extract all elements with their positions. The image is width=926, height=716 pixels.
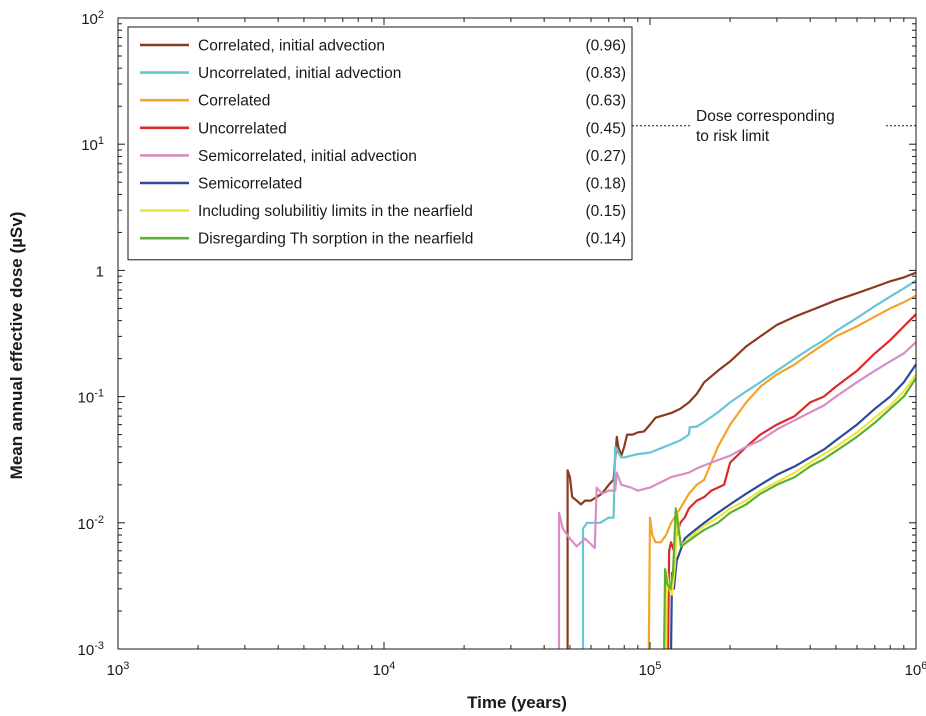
legend: Correlated, initial advection (0.96) Uncor… xyxy=(127,26,633,261)
reference-line-label: to risk limit xyxy=(696,128,770,145)
legend-value: (0.14) xyxy=(586,231,627,248)
y-tick-label: 101 xyxy=(81,135,104,154)
legend-value: (0.63) xyxy=(586,93,627,110)
legend-label: Including solubilitiy limits in the near… xyxy=(198,203,473,220)
legend-label: Semicorrelated xyxy=(198,176,302,193)
x-axis-title: Time (years) xyxy=(467,693,567,712)
series-line-7 xyxy=(665,373,917,650)
y-tick-label: 102 xyxy=(81,9,104,28)
legend-value: (0.96) xyxy=(586,38,627,55)
series-line-8 xyxy=(663,377,917,650)
legend-label: Uncorrelated xyxy=(198,120,287,137)
legend-label: Correlated, initial advection xyxy=(198,38,385,55)
legend-box xyxy=(127,26,633,261)
x-tick-label: 103 xyxy=(107,660,130,679)
y-tick-label: 1 xyxy=(96,263,104,280)
series-line-4 xyxy=(667,313,917,650)
y-axis-title: Mean annual effective dose (µSv) xyxy=(7,212,26,480)
y-tick-label: 10-1 xyxy=(78,388,104,407)
x-tick-label: 105 xyxy=(639,660,662,679)
legend-value: (0.83) xyxy=(586,65,627,82)
series-line-5 xyxy=(557,341,917,649)
series-lines xyxy=(557,271,917,650)
legend-value: (0.18) xyxy=(586,176,627,193)
reference-annotation: Dose corresponding to risk limit xyxy=(696,108,835,145)
legend-label: Correlated xyxy=(198,93,270,110)
legend-value: (0.27) xyxy=(586,148,627,165)
series-line-2 xyxy=(581,279,917,649)
legend-label: Disregarding Th sorption in the nearfiel… xyxy=(198,231,473,248)
legend-label: Semicorrelated, initial advection xyxy=(198,148,417,165)
x-tick-label: 106 xyxy=(905,660,926,679)
series-line-1 xyxy=(566,271,917,649)
legend-value: (0.45) xyxy=(586,120,627,137)
reference-line-label: Dose corresponding xyxy=(696,108,835,125)
legend-label: Uncorrelated, initial advection xyxy=(198,65,401,82)
axis-tick-labels: 103 104 105 106 10-3 10-2 10-1 1 101 102 xyxy=(78,9,926,679)
series-line-3 xyxy=(647,294,917,650)
legend-value: (0.15) xyxy=(586,203,627,220)
axis-ticks xyxy=(117,17,917,650)
y-tick-label: 10-2 xyxy=(78,514,104,533)
plot-frame xyxy=(117,17,917,650)
y-tick-label: 10-3 xyxy=(78,640,104,659)
x-tick-label: 104 xyxy=(373,660,396,679)
series-line-6 xyxy=(670,363,917,650)
